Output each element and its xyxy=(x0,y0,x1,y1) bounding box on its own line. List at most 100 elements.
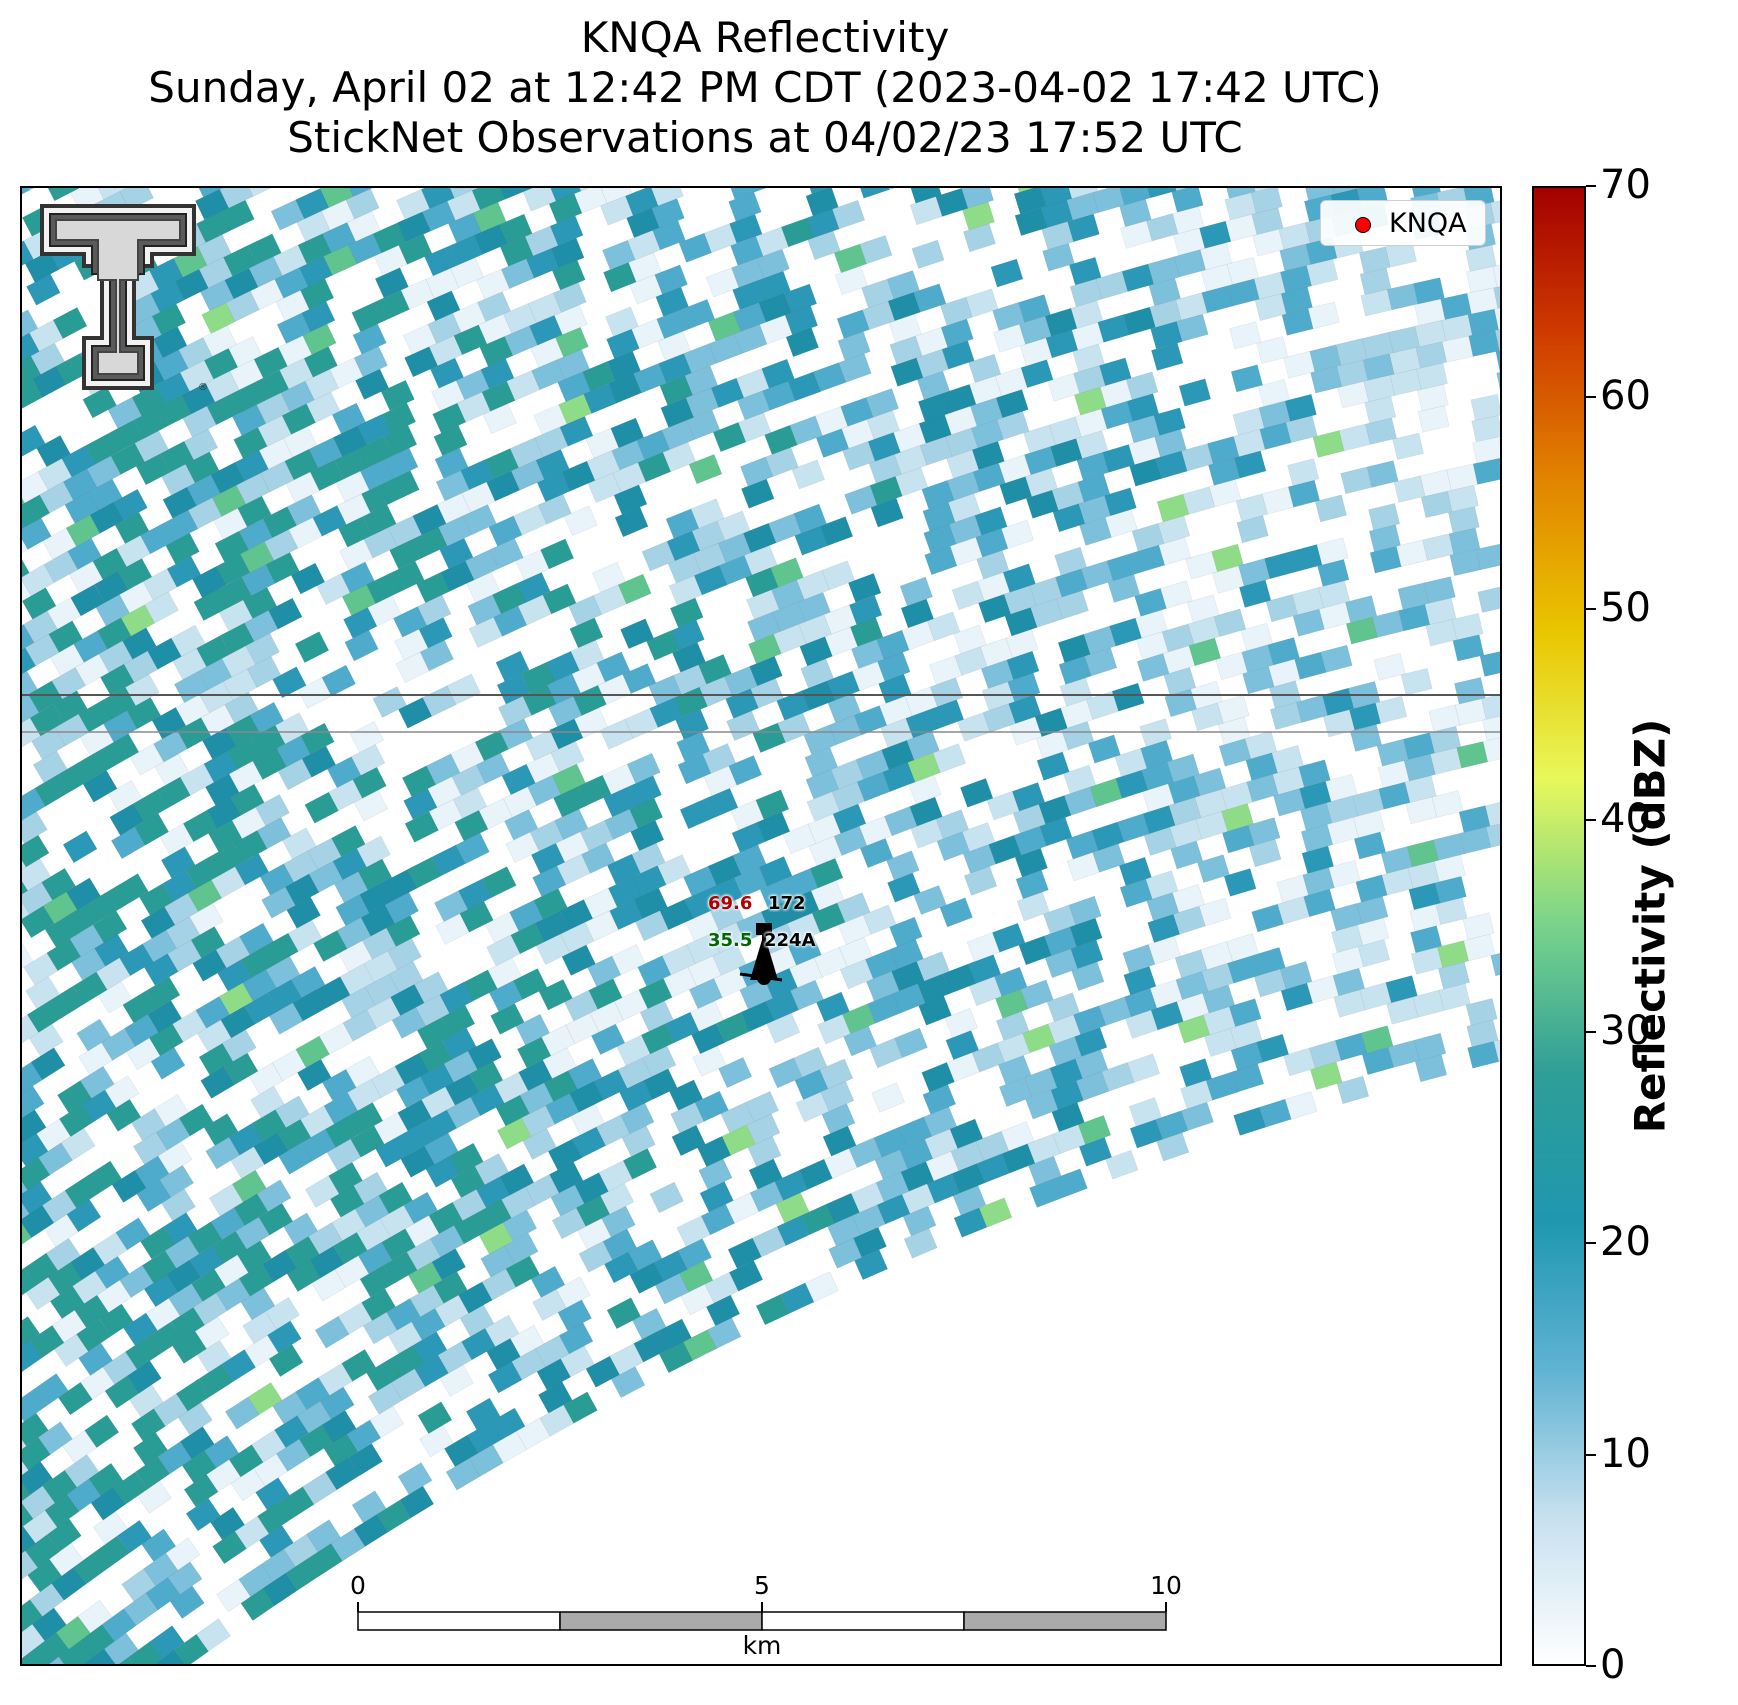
reflectivity-gate xyxy=(137,1480,172,1514)
reflectivity-gate xyxy=(385,914,421,947)
reflectivity-gate xyxy=(1416,384,1449,412)
reflectivity-gate xyxy=(360,904,396,937)
reflectivity-gate xyxy=(44,188,79,202)
reflectivity-gate xyxy=(929,677,964,708)
reflectivity-gate xyxy=(1336,359,1369,388)
reflectivity-gate xyxy=(606,1297,642,1330)
reflectivity-gate xyxy=(415,994,450,1027)
reflectivity-gate xyxy=(1099,379,1133,408)
reflectivity-gate xyxy=(1128,1097,1162,1127)
reflectivity-gate xyxy=(533,888,568,920)
reflectivity-gate xyxy=(832,803,867,834)
reflectivity-field: ® xyxy=(22,188,1500,1664)
reflectivity-gate xyxy=(844,485,878,515)
reflectivity-gate xyxy=(29,703,65,737)
reflectivity-gate xyxy=(211,484,247,517)
reflectivity-gate xyxy=(907,752,941,783)
reflectivity-gate xyxy=(283,1212,318,1246)
reflectivity-gate xyxy=(963,223,996,253)
reflectivity-gate xyxy=(1409,188,1441,198)
reflectivity-gate xyxy=(139,883,174,916)
reflectivity-gate xyxy=(1126,1053,1161,1083)
reflectivity-gate xyxy=(388,960,424,993)
reflectivity-gate xyxy=(1267,637,1300,666)
reflectivity-gate xyxy=(922,1084,957,1115)
reflectivity-gate xyxy=(295,1377,331,1411)
radar-map[interactable]: ® KNQA 69.6 172 35.5 224A 0 5 10 km xyxy=(20,186,1502,1666)
reflectivity-gate xyxy=(1298,759,1331,788)
reflectivity-gate xyxy=(28,1023,64,1057)
reflectivity-gate xyxy=(631,842,666,874)
reflectivity-gate xyxy=(1406,839,1439,868)
reflectivity-gate xyxy=(886,270,920,300)
reflectivity-gate xyxy=(662,441,697,473)
reflectivity-gate xyxy=(488,515,523,547)
reflectivity-gate xyxy=(221,1029,257,1062)
reflectivity-gate xyxy=(793,1046,828,1078)
reflectivity-gate xyxy=(1261,486,1295,515)
reflectivity-gate xyxy=(1106,552,1140,582)
reflectivity-gate xyxy=(750,678,784,709)
reflectivity-gate xyxy=(552,786,588,818)
reflectivity-gate xyxy=(596,651,631,683)
reflectivity-gate xyxy=(765,446,799,477)
reflectivity-gate xyxy=(565,1012,600,1045)
reflectivity-gate xyxy=(1410,946,1443,975)
colorbar-tick-mark xyxy=(1586,1242,1596,1245)
reflectivity-gate xyxy=(358,436,393,468)
reflectivity-gate xyxy=(70,1246,106,1281)
reflectivity-gate xyxy=(495,650,530,682)
reflectivity-gate xyxy=(1109,617,1143,647)
reflectivity-gate xyxy=(68,560,104,594)
reflectivity-gate xyxy=(1119,198,1152,228)
reflectivity-gate xyxy=(22,858,52,892)
reflectivity-gate xyxy=(1357,939,1391,968)
reflectivity-gate xyxy=(755,226,789,257)
reflectivity-gate xyxy=(1495,345,1500,373)
reflectivity-gate xyxy=(658,353,692,384)
reflectivity-gate xyxy=(1150,321,1183,350)
reflectivity-gate xyxy=(1252,228,1285,257)
reflectivity-gate xyxy=(362,504,397,536)
reflectivity-gate xyxy=(1075,1049,1109,1079)
reflectivity-gate xyxy=(712,944,747,976)
reflectivity-gate xyxy=(900,598,934,629)
reflectivity-gate xyxy=(240,1287,276,1321)
reflectivity-gate xyxy=(426,753,461,786)
reflectivity-gate xyxy=(450,1165,486,1198)
reflectivity-gate xyxy=(990,258,1024,288)
reflectivity-gate xyxy=(626,752,661,784)
reflectivity-gate xyxy=(1221,803,1254,832)
reflectivity-gate xyxy=(691,1023,726,1055)
reflectivity-gate xyxy=(622,663,657,694)
reflectivity-gate xyxy=(758,856,793,887)
reflectivity-gate xyxy=(337,1302,373,1335)
reflectivity-gate xyxy=(707,854,742,886)
reflectivity-gate xyxy=(203,1113,239,1146)
reflectivity-gate xyxy=(1229,321,1262,350)
reflectivity-gate xyxy=(555,326,589,358)
reflectivity-gate xyxy=(1123,306,1156,336)
reflectivity-gate xyxy=(1193,767,1227,797)
reflectivity-gate xyxy=(668,1079,704,1111)
reflectivity-gate xyxy=(1493,281,1500,309)
reflectivity-gate xyxy=(533,404,568,435)
reflectivity-gate xyxy=(585,427,620,459)
reflectivity-gate xyxy=(672,642,706,673)
reflectivity-gate xyxy=(454,809,489,842)
reflectivity-gate xyxy=(187,497,223,530)
station-wind-barb xyxy=(739,923,783,985)
reflectivity-gate xyxy=(1299,780,1332,810)
reflectivity-gate xyxy=(1038,795,1072,825)
reflectivity-gate xyxy=(41,1190,77,1224)
reflectivity-gate xyxy=(498,213,533,245)
reflectivity-gate xyxy=(1447,506,1480,534)
reflectivity-gate xyxy=(959,778,994,808)
reflectivity-gate xyxy=(859,234,893,265)
reflectivity-gate xyxy=(149,1625,185,1659)
reflectivity-gate xyxy=(919,436,953,466)
reflectivity-gate xyxy=(210,1207,246,1241)
reflectivity-gate xyxy=(122,990,158,1024)
reflectivity-gate xyxy=(112,1471,148,1506)
reflectivity-gate xyxy=(951,1163,986,1194)
